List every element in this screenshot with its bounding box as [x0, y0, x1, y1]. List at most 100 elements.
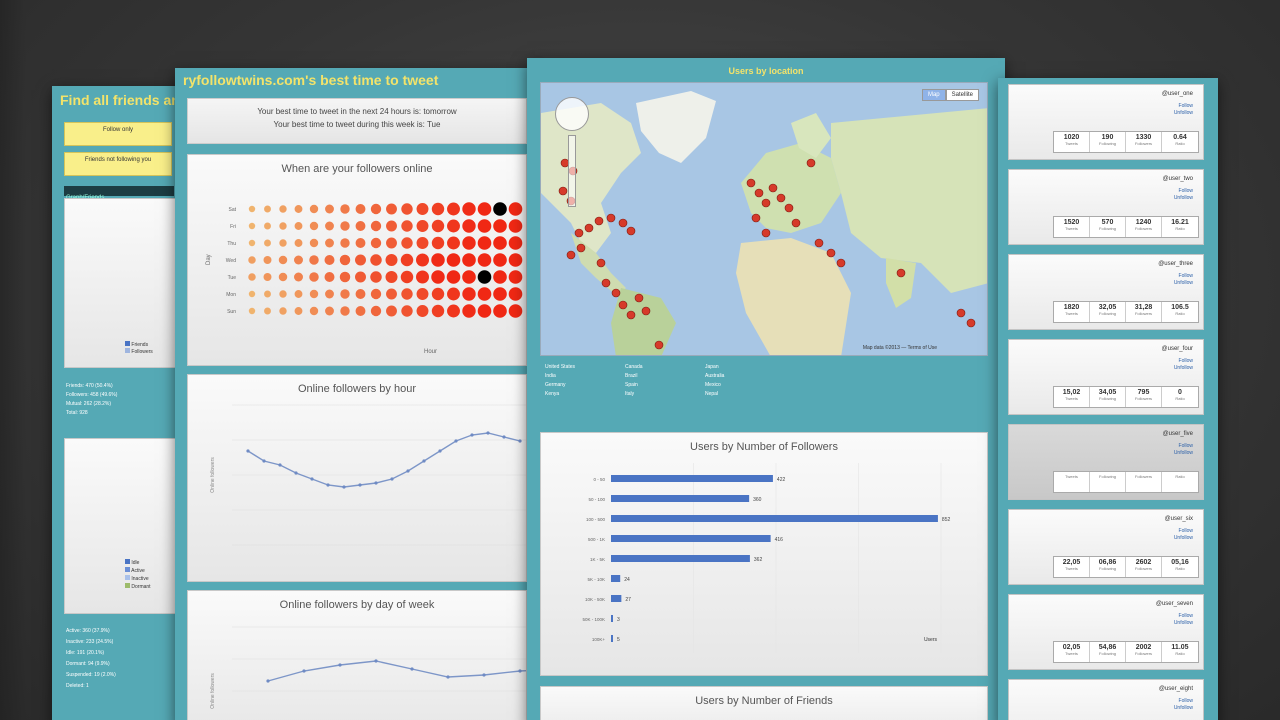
- user-marker[interactable]: [768, 183, 778, 193]
- user-marker[interactable]: [606, 213, 616, 223]
- world-map[interactable]: Map Satellite Map data ©2013 — Terms of …: [540, 82, 988, 356]
- user-card-link[interactable]: Unfollow: [1173, 365, 1193, 371]
- user-marker[interactable]: [896, 268, 906, 278]
- satellite-button[interactable]: Satellite: [945, 89, 979, 101]
- user-marker[interactable]: [746, 178, 756, 188]
- map-pan-control[interactable]: [555, 97, 589, 131]
- user-card-link[interactable]: Follow: [1178, 443, 1193, 449]
- user-stat-value: 16.21: [1171, 219, 1189, 226]
- user-marker[interactable]: [791, 218, 801, 228]
- user-marker[interactable]: [584, 223, 594, 233]
- user-marker[interactable]: [594, 216, 604, 226]
- user-card-link[interactable]: Follow: [1178, 613, 1193, 619]
- user-stat: 05,16 Ratio: [1162, 557, 1198, 577]
- user-marker[interactable]: [611, 288, 621, 298]
- user-marker[interactable]: [826, 248, 836, 258]
- user-marker[interactable]: [641, 306, 651, 316]
- user-marker[interactable]: [566, 250, 576, 260]
- user-card-link[interactable]: Follow: [1178, 698, 1193, 704]
- heatmap-dot: [370, 254, 382, 266]
- location-stat: Australia: [705, 373, 725, 379]
- user-card-title: @user_four: [1161, 346, 1193, 352]
- user-stat-label: Followers: [1134, 311, 1153, 316]
- heatmap-dot: [355, 289, 366, 299]
- friends-chart-panel: Users by Number of Friends: [540, 686, 988, 720]
- heatmap-dot: [386, 237, 397, 249]
- heatmap-dot: [340, 289, 350, 299]
- heatmap-dot: [339, 271, 351, 283]
- user-marker[interactable]: [596, 258, 606, 268]
- user-card-link[interactable]: Unfollow: [1173, 535, 1193, 541]
- user-marker[interactable]: [806, 158, 816, 168]
- user-marker[interactable]: [574, 228, 584, 238]
- user-marker[interactable]: [784, 203, 794, 213]
- heatmap-dot: [340, 238, 350, 248]
- user-stat: 06,86 Following: [1090, 557, 1126, 577]
- user-stat-label: Tweets: [1065, 474, 1078, 479]
- user-marker[interactable]: [814, 238, 824, 248]
- friends-not-following-button[interactable]: Friends not following you: [64, 152, 172, 176]
- user-marker[interactable]: [634, 293, 644, 303]
- user-stat-value: 106.5: [1171, 304, 1189, 311]
- user-marker[interactable]: [626, 226, 636, 236]
- user-card-link[interactable]: Unfollow: [1173, 705, 1193, 711]
- dow-point: [374, 659, 378, 663]
- user-marker[interactable]: [576, 243, 586, 253]
- follow-only-button[interactable]: Follow only: [64, 122, 172, 146]
- user-stat: 0.64 Ratio: [1162, 132, 1198, 152]
- user-marker[interactable]: [754, 188, 764, 198]
- user-marker[interactable]: [966, 318, 976, 328]
- user-stat: 22,05 Tweets: [1054, 557, 1090, 577]
- user-card-link[interactable]: Follow: [1178, 273, 1193, 279]
- best-time-info: Your best time to tweet in the next 24 h…: [187, 98, 527, 144]
- followers-bar: [611, 595, 622, 602]
- graph-tab[interactable]: Graph/Friends: [64, 186, 174, 201]
- friends-chart-panel: Friends Followers: [64, 198, 176, 368]
- user-card-link[interactable]: Follow: [1178, 528, 1193, 534]
- heatmap-dot: [493, 219, 507, 233]
- user-card[interactable]: @user_eightFollowUnfollowTweetsFollowing…: [1008, 679, 1204, 720]
- map-zoom-slider[interactable]: [568, 135, 576, 207]
- heatmap-dot: [446, 253, 461, 267]
- user-stat-label: Followers: [1134, 396, 1153, 401]
- user-marker[interactable]: [761, 198, 771, 208]
- location-stats: United States Canada Japan India Brazil …: [545, 364, 785, 397]
- info-line: Your best time to tweet in the next 24 h…: [257, 107, 457, 116]
- user-card-link[interactable]: Unfollow: [1173, 620, 1193, 626]
- heatmap-dot: [264, 205, 271, 213]
- user-card[interactable]: @user_one Follow Unfollow 1020 Tweets 190 Foll…: [1008, 84, 1204, 160]
- user-card-link[interactable]: Unfollow: [1173, 110, 1193, 116]
- location-stat: Italy: [625, 391, 635, 397]
- followers-value-label: 416: [775, 537, 784, 543]
- user-card-link[interactable]: Unfollow: [1173, 280, 1193, 286]
- user-card[interactable]: @user_five Follow Unfollow Tweets Following F…: [1008, 424, 1204, 500]
- user-card-link[interactable]: Follow: [1178, 188, 1193, 194]
- user-card-link[interactable]: Follow: [1178, 358, 1193, 364]
- user-card[interactable]: @user_four Follow Unfollow 15,02 Tweets 34,05…: [1008, 339, 1204, 415]
- user-card[interactable]: @user_seven Follow Unfollow 02,05 Tweets 54,8…: [1008, 594, 1204, 670]
- user-marker[interactable]: [776, 193, 786, 203]
- user-stat-value: 05,16: [1171, 559, 1189, 566]
- user-marker[interactable]: [601, 278, 611, 288]
- user-card-links: Follow Unfollow: [1174, 528, 1193, 542]
- user-stat-value: 570: [1101, 219, 1114, 226]
- user-card-link[interactable]: Follow: [1178, 103, 1193, 109]
- user-card[interactable]: @user_three Follow Unfollow 1820 Tweets 32,05…: [1008, 254, 1204, 330]
- user-card-link[interactable]: Unfollow: [1173, 450, 1193, 456]
- user-marker[interactable]: [654, 340, 664, 350]
- user-marker[interactable]: [751, 213, 761, 223]
- user-marker[interactable]: [558, 186, 568, 196]
- user-stat-label: Following: [1099, 396, 1116, 401]
- user-marker[interactable]: [836, 258, 846, 268]
- user-card-link[interactable]: Unfollow: [1173, 195, 1193, 201]
- user-card[interactable]: @user_two Follow Unfollow 1520 Tweets 570 Foll…: [1008, 169, 1204, 245]
- user-marker[interactable]: [761, 228, 771, 238]
- heatmap-dot: [248, 222, 256, 230]
- map-button[interactable]: Map: [921, 89, 946, 101]
- user-marker[interactable]: [618, 218, 628, 228]
- user-card[interactable]: @user_six Follow Unfollow 22,05 Tweets 06,86 F…: [1008, 509, 1204, 585]
- user-marker[interactable]: [626, 310, 636, 320]
- user-marker[interactable]: [618, 300, 628, 310]
- heatmap-day-label: Sun: [227, 309, 236, 315]
- user-marker[interactable]: [956, 308, 966, 318]
